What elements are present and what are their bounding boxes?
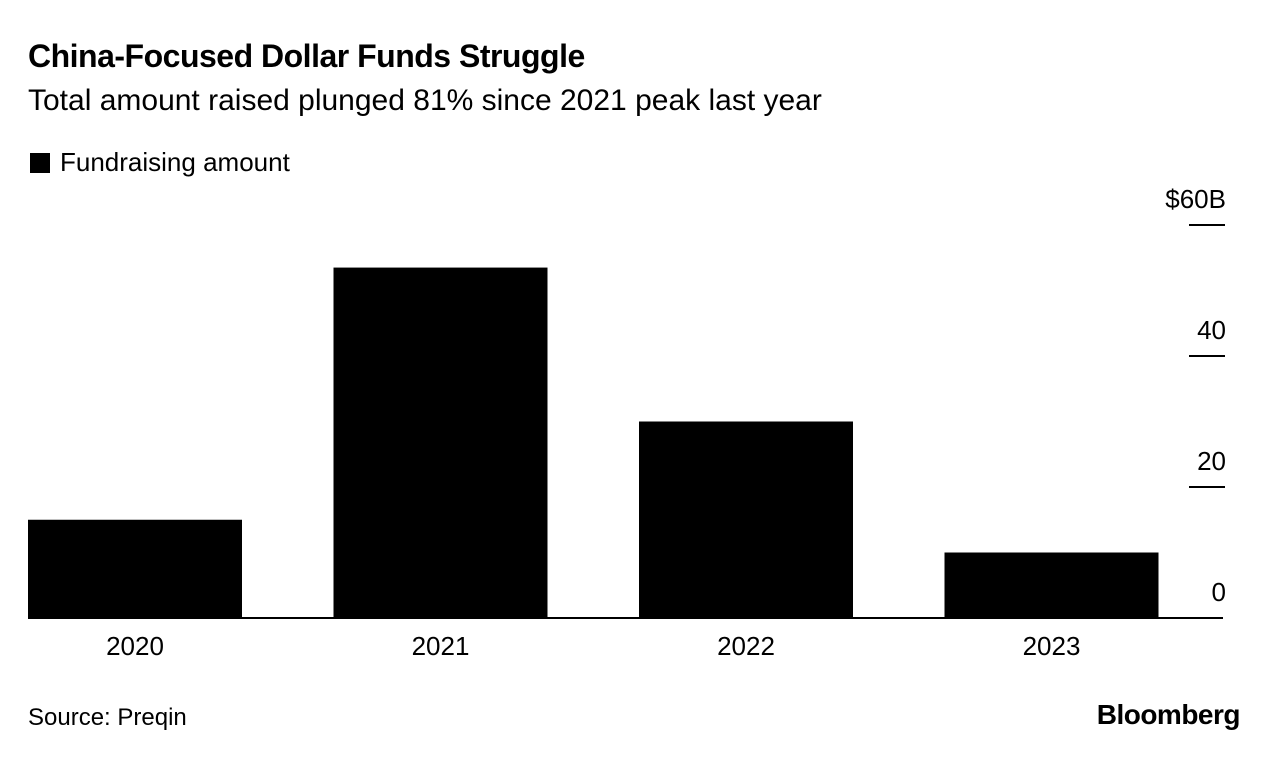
x-tick-label-2022: 2022 bbox=[717, 631, 775, 661]
x-tick-label-2023: 2023 bbox=[1023, 631, 1081, 661]
x-tick-label-2020: 2020 bbox=[106, 631, 164, 661]
chart-title: China-Focused Dollar Funds Struggle bbox=[28, 38, 585, 74]
chart-subtitle: Total amount raised plunged 81% since 20… bbox=[28, 84, 822, 117]
x-axis-labels: 2020 2021 2022 2023 bbox=[106, 631, 1080, 661]
bar-2020 bbox=[28, 519, 242, 618]
y-axis: 0 20 40 $60B bbox=[1165, 184, 1226, 607]
bar-2022 bbox=[639, 421, 853, 618]
brand-logo: Bloomberg bbox=[1096, 699, 1241, 730]
x-tick-label-2021: 2021 bbox=[412, 631, 470, 661]
legend-swatch bbox=[30, 152, 50, 173]
y-tick-label-60: $60B bbox=[1165, 184, 1226, 214]
legend: Fundraising amount bbox=[30, 147, 290, 178]
y-tick-label-0: 0 bbox=[1212, 577, 1226, 607]
y-tick-label-20: 20 bbox=[1197, 446, 1226, 476]
bar-2023 bbox=[944, 552, 1159, 618]
source-note: Source: Preqin bbox=[28, 704, 187, 731]
bars-group bbox=[28, 267, 1159, 618]
legend-label: Fundraising amount bbox=[60, 147, 290, 177]
bar-2021 bbox=[333, 267, 548, 618]
y-tick-label-40: 40 bbox=[1197, 315, 1226, 345]
